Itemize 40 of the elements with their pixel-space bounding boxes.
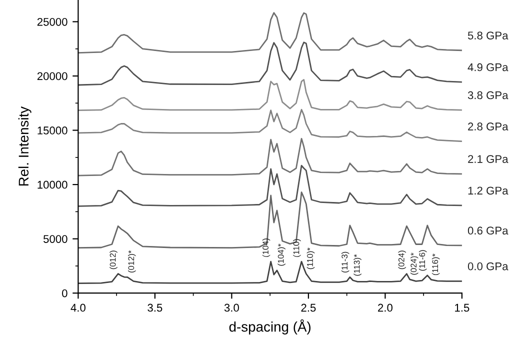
annotation: (113)* [354, 254, 362, 276]
annotation: (11-6) [418, 250, 427, 271]
x-tick-label: 2.0 [378, 304, 392, 312]
y-tick-label: 5000 [43, 235, 68, 243]
x-tick-label: 4.0 [70, 304, 86, 312]
series-label: 2.1 GPa [468, 155, 508, 163]
series-label: 4.9 GPa [468, 63, 508, 72]
line-series [78, 42, 462, 86]
y-tick-label: 25000 [37, 18, 68, 26]
annotation: (116)* [432, 254, 440, 276]
annotation: (11-3) [341, 252, 350, 272]
annotation: (104) [262, 238, 270, 257]
y-axis-title: Rel. Intensity [18, 106, 32, 186]
annotation: (012) [110, 250, 118, 270]
annotation: (024) [398, 250, 406, 270]
series-label: 0.6 GPa [468, 226, 508, 235]
y-tick-label: 0 [62, 289, 68, 298]
y-tick-label: 15000 [38, 126, 68, 134]
series-label: 3.8 GPa [468, 91, 508, 100]
x-tick-label: 2.5 [301, 304, 316, 312]
line-series [78, 12, 462, 54]
series-label: 1.2 GPa [468, 186, 508, 195]
annotation: (110)* [306, 248, 315, 270]
line-series [78, 164, 462, 207]
line-series [78, 78, 462, 111]
series-label: 0.0 GPa [468, 262, 508, 270]
x-tick-label: 3.0 [224, 304, 239, 312]
y-tick-label: 10000 [38, 180, 68, 189]
line-series [78, 108, 462, 142]
x-tick-label: 1.5 [455, 304, 470, 312]
x-tick-label: 3.5 [148, 304, 162, 312]
annotation: (012)* [128, 250, 136, 272]
series-label: 2.8 GPa [468, 122, 508, 130]
annotation: (024)* [410, 252, 418, 275]
series-label: 5.8 GPa [468, 32, 508, 40]
y-tick-label: 20000 [37, 72, 68, 80]
annotation: (110) [293, 239, 301, 257]
x-axis-title: d-spacing (Å) [229, 319, 310, 334]
line-series [78, 138, 462, 176]
annotation: (104)* [278, 244, 286, 266]
